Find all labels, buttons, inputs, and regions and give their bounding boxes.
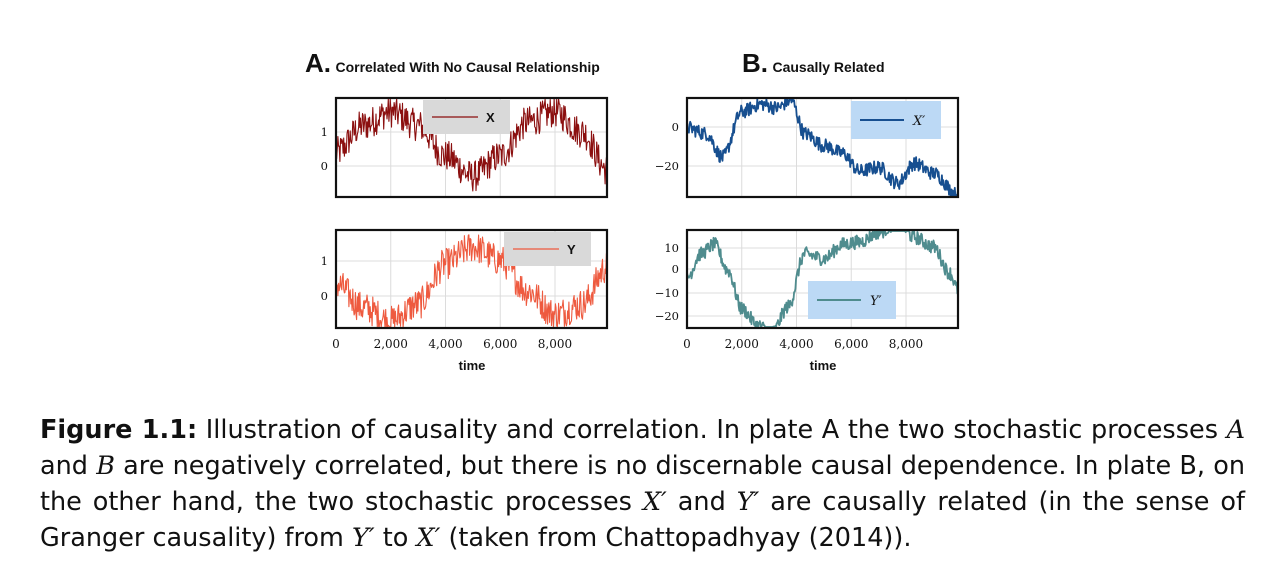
plate-a-letter: A. xyxy=(305,48,331,78)
x-tick-label: 6,000 xyxy=(834,337,868,351)
x-tick-label: 8,000 xyxy=(538,337,572,351)
legend-label: Y′ xyxy=(870,294,882,309)
plate-b-letter: B. xyxy=(742,48,768,78)
caption-text-5: are causally related (in the sense of Gr… xyxy=(40,487,1245,553)
caption-math-xprime-2: X′ xyxy=(416,523,441,553)
y-tick-label: 0 xyxy=(672,262,679,276)
x-axis-label: time xyxy=(459,358,486,373)
y-tick-label: 0 xyxy=(321,159,328,173)
plate-b-title: B. Causally Related xyxy=(742,48,885,79)
plot-frame xyxy=(685,228,960,330)
plot-panel-b-top: 0 −20 X′ xyxy=(655,96,960,199)
x-tick-label: 6,000 xyxy=(483,337,517,351)
caption-math-yprime: Y′ xyxy=(736,487,760,517)
plot-panel-a-top: 0 1 X xyxy=(321,96,609,199)
series-line xyxy=(335,98,608,192)
legend-label: Y xyxy=(567,242,576,257)
caption-math-yprime-2: Y′ xyxy=(351,523,375,553)
x-tick-label: 2,000 xyxy=(374,337,408,351)
caption-text-4: and xyxy=(666,487,737,517)
plot-frame xyxy=(334,96,609,199)
caption-text-6: to xyxy=(374,523,417,553)
caption-text-7: (taken from Chattopadhyay (2014)). xyxy=(440,523,912,553)
x-axis-label: time xyxy=(810,358,837,373)
y-tick-label: 10 xyxy=(664,241,679,255)
legend: Y′ xyxy=(808,281,896,319)
caption-math-xprime: X′ xyxy=(642,487,667,517)
caption-math-a: A xyxy=(1226,415,1245,445)
plate-a-title: A. Correlated With No Causal Relationshi… xyxy=(305,48,600,79)
y-tick-label: −10 xyxy=(655,286,679,300)
figure-plots: 0 1 X 0 1 Y 0 2,000 4,000 6,000 8,000 time 0 −20 X′ 10 0… xyxy=(321,96,960,373)
x-tick-label: 8,000 xyxy=(889,337,923,351)
plot-frame xyxy=(334,228,609,330)
y-tick-label: 1 xyxy=(321,125,328,139)
plot-panel-b-bottom: 10 0 −10 −20 Y′ 0 2,000 4,000 6,000 8,000 time xyxy=(655,228,960,373)
x-tick-label: 0 xyxy=(332,337,340,351)
y-tick-label: −20 xyxy=(655,159,679,173)
caption-label: Figure 1.1: xyxy=(40,415,198,445)
x-tick-label: 4,000 xyxy=(428,337,462,351)
legend-label: X′ xyxy=(912,114,925,129)
y-tick-label: −20 xyxy=(655,309,679,323)
x-tick-label: 0 xyxy=(683,337,691,351)
figure-caption: Figure 1.1: Illustration of causality an… xyxy=(40,412,1245,556)
plot-frame xyxy=(685,96,960,199)
plot-panel-a-bottom: 0 1 Y 0 2,000 4,000 6,000 8,000 time xyxy=(321,228,609,373)
x-tick-label: 2,000 xyxy=(725,337,759,351)
caption-text-1: Illustration of causality and correlatio… xyxy=(197,415,1227,445)
y-tick-label: 1 xyxy=(321,254,328,268)
x-tick-label: 4,000 xyxy=(779,337,813,351)
legend-label: X xyxy=(486,110,495,125)
caption-math-b: B xyxy=(96,451,115,481)
legend: Y xyxy=(504,232,591,266)
plate-b-subtitle: Causally Related xyxy=(772,59,885,75)
y-tick-label: 0 xyxy=(321,289,328,303)
caption-text-2: and xyxy=(40,451,97,481)
y-tick-label: 0 xyxy=(672,120,679,134)
plate-a-subtitle: Correlated With No Causal Relationship xyxy=(335,59,600,75)
caption-text-3: are negatively correlated, but there is … xyxy=(40,451,1245,517)
legend: X′ xyxy=(851,101,941,139)
series-line xyxy=(686,98,959,197)
legend: X xyxy=(423,100,510,134)
